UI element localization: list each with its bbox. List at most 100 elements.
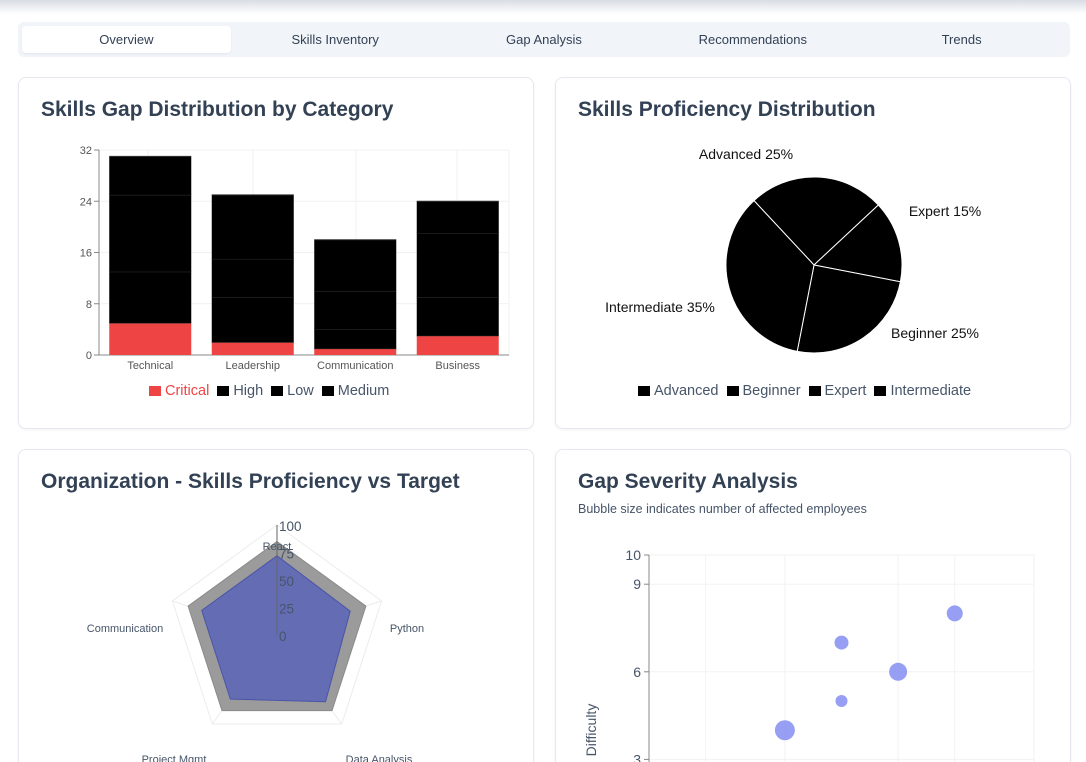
radar-tick-label: 75 xyxy=(279,547,294,562)
x-tick-label: Communication xyxy=(317,360,393,372)
bubble-point xyxy=(774,720,795,741)
legend-item-medium[interactable]: Medium xyxy=(321,383,390,399)
bar-segment-medium xyxy=(211,194,294,259)
radar-series-proficiency xyxy=(201,555,351,703)
radar-axis-label: Python xyxy=(390,623,424,635)
bubble-point xyxy=(946,605,963,622)
pie-slice-intermediate xyxy=(725,199,815,352)
legend-label: Beginner xyxy=(742,383,801,399)
radar-card: Organization - Skills Proficiency vs Tar… xyxy=(18,449,534,762)
bar-segment-high xyxy=(211,297,294,343)
bar-segment-high xyxy=(416,297,499,336)
radar-axis-label: Communication xyxy=(87,623,163,635)
bar-segment-high xyxy=(109,271,192,323)
legend-swatch xyxy=(808,386,821,396)
proficiency-pie-chart: Advanced 25% Expert 15% Beginner 25% Interm… xyxy=(605,146,981,354)
card-title: Skills Gap Distribution by Category xyxy=(41,98,394,121)
legend-swatch xyxy=(874,386,887,396)
y-tick-label: 6 xyxy=(633,664,641,680)
tab-gap-analysis[interactable]: Gap Analysis xyxy=(506,32,582,47)
pie-label-expert: Expert 15% xyxy=(909,203,981,219)
legend-swatch xyxy=(321,386,334,396)
bar-segment-critical xyxy=(211,342,294,355)
legend-item-beginner[interactable]: Beginner xyxy=(726,383,801,399)
y-tick-label: 32 xyxy=(80,145,92,157)
bar-segment-critical xyxy=(416,335,499,355)
legend-label: Low xyxy=(287,383,314,399)
x-tick-label: Technical xyxy=(127,360,173,372)
y-tick-label: 9 xyxy=(633,576,641,592)
legend-label: Medium xyxy=(337,383,390,399)
legend-label: Intermediate xyxy=(890,383,972,399)
tab-trends[interactable]: Trends xyxy=(941,32,982,47)
bubble-point xyxy=(835,695,848,707)
pie-label-advanced: Advanced 25% xyxy=(699,146,793,162)
radar-chart: 0 25 50 75 100 React Python Data Analysis Projec… xyxy=(87,519,424,762)
gap-distribution-card: Skills Gap Distribution by Category 0 8 16… xyxy=(18,77,534,429)
proficiency-distribution-card: Skills Proficiency Distribution Advanced… xyxy=(555,77,1071,429)
legend-swatch xyxy=(271,386,284,396)
window-top-shadow xyxy=(0,0,1086,14)
y-tick-label: 24 xyxy=(80,196,92,208)
gap-severity-card: Gap Severity Analysis Bubble size indica… xyxy=(555,449,1071,762)
bar-segment-high xyxy=(314,329,397,349)
legend-swatch xyxy=(149,386,161,396)
bar-segment-medium xyxy=(314,239,397,291)
chart-legend: Advanced Beginner Expert Intermediate xyxy=(638,383,971,399)
pie-label-beginner: Beginner 25% xyxy=(891,325,979,341)
y-axis-title: Difficulty xyxy=(583,704,599,757)
radar-tick-label: 0 xyxy=(279,629,287,644)
tab-recommendations[interactable]: Recommendations xyxy=(698,32,807,47)
radar-tick-label: 50 xyxy=(279,574,294,589)
tab-overview[interactable]: Overview xyxy=(22,26,231,53)
bubble-point xyxy=(889,662,908,681)
radar-tick-label: 100 xyxy=(279,519,302,534)
x-tick-label: Business xyxy=(435,360,480,372)
card-subtitle: Bubble size indicates number of affected… xyxy=(578,502,867,516)
bar-segment-low xyxy=(314,290,397,330)
y-tick-label: 3 xyxy=(633,751,641,762)
pie-slice-beginner xyxy=(796,264,901,354)
card-title: Organization - Skills Proficiency vs Tar… xyxy=(41,470,460,493)
radar-axis-label: Data Analysis xyxy=(346,754,413,762)
legend-item-intermediate[interactable]: Intermediate xyxy=(874,383,971,399)
bar-segment-medium xyxy=(416,201,499,234)
gap-severity-scatter: 3 6 9 10 Difficulty xyxy=(583,547,1035,762)
legend-label: Expert xyxy=(824,383,867,399)
y-tick-label: 10 xyxy=(625,547,641,563)
x-tick-label: Leadership xyxy=(226,360,280,372)
legend-swatch xyxy=(638,386,650,396)
pie-slice-advanced xyxy=(753,176,880,266)
bar-segment-critical xyxy=(314,348,397,355)
y-tick-label: 8 xyxy=(86,299,92,311)
pie-label-intermediate: Intermediate 35% xyxy=(605,299,715,315)
chart-legend: Critical High Low Medium xyxy=(149,383,389,399)
tab-skills-inventory[interactable]: Skills Inventory xyxy=(291,32,379,47)
legend-item-high[interactable]: High xyxy=(217,383,263,399)
bubble-point xyxy=(834,635,849,650)
card-title: Gap Severity Analysis xyxy=(578,470,798,493)
legend-item-critical[interactable]: Critical xyxy=(149,383,209,399)
legend-swatch xyxy=(726,386,739,396)
bar-segment-low xyxy=(416,233,499,298)
y-tick-label: 0 xyxy=(86,350,92,362)
card-title: Skills Proficiency Distribution xyxy=(578,98,876,121)
y-tick-label: 16 xyxy=(80,248,92,260)
radar-grid-ring xyxy=(171,524,383,725)
legend-item-advanced[interactable]: Advanced xyxy=(638,383,719,399)
gap-distribution-chart: 0 8 16 24 32 Technical Leadership Communication… xyxy=(80,145,510,372)
legend-label: Critical xyxy=(165,383,210,399)
legend-item-expert[interactable]: Expert xyxy=(808,383,867,399)
legend-item-low[interactable]: Low xyxy=(271,383,314,399)
legend-label: High xyxy=(233,383,264,399)
bar-segment-medium xyxy=(109,156,192,195)
bar-segment-critical xyxy=(109,322,192,355)
radar-axis-label: Project Mgmt xyxy=(142,754,207,762)
bar-segment-low xyxy=(109,194,192,272)
legend-swatch xyxy=(217,386,230,396)
legend-label: Advanced xyxy=(654,383,719,399)
radar-tick-label: 25 xyxy=(279,602,294,617)
radar-axis-label: React xyxy=(263,541,292,553)
pie-slice-expert xyxy=(812,204,903,283)
bar-segment-low xyxy=(211,258,294,298)
